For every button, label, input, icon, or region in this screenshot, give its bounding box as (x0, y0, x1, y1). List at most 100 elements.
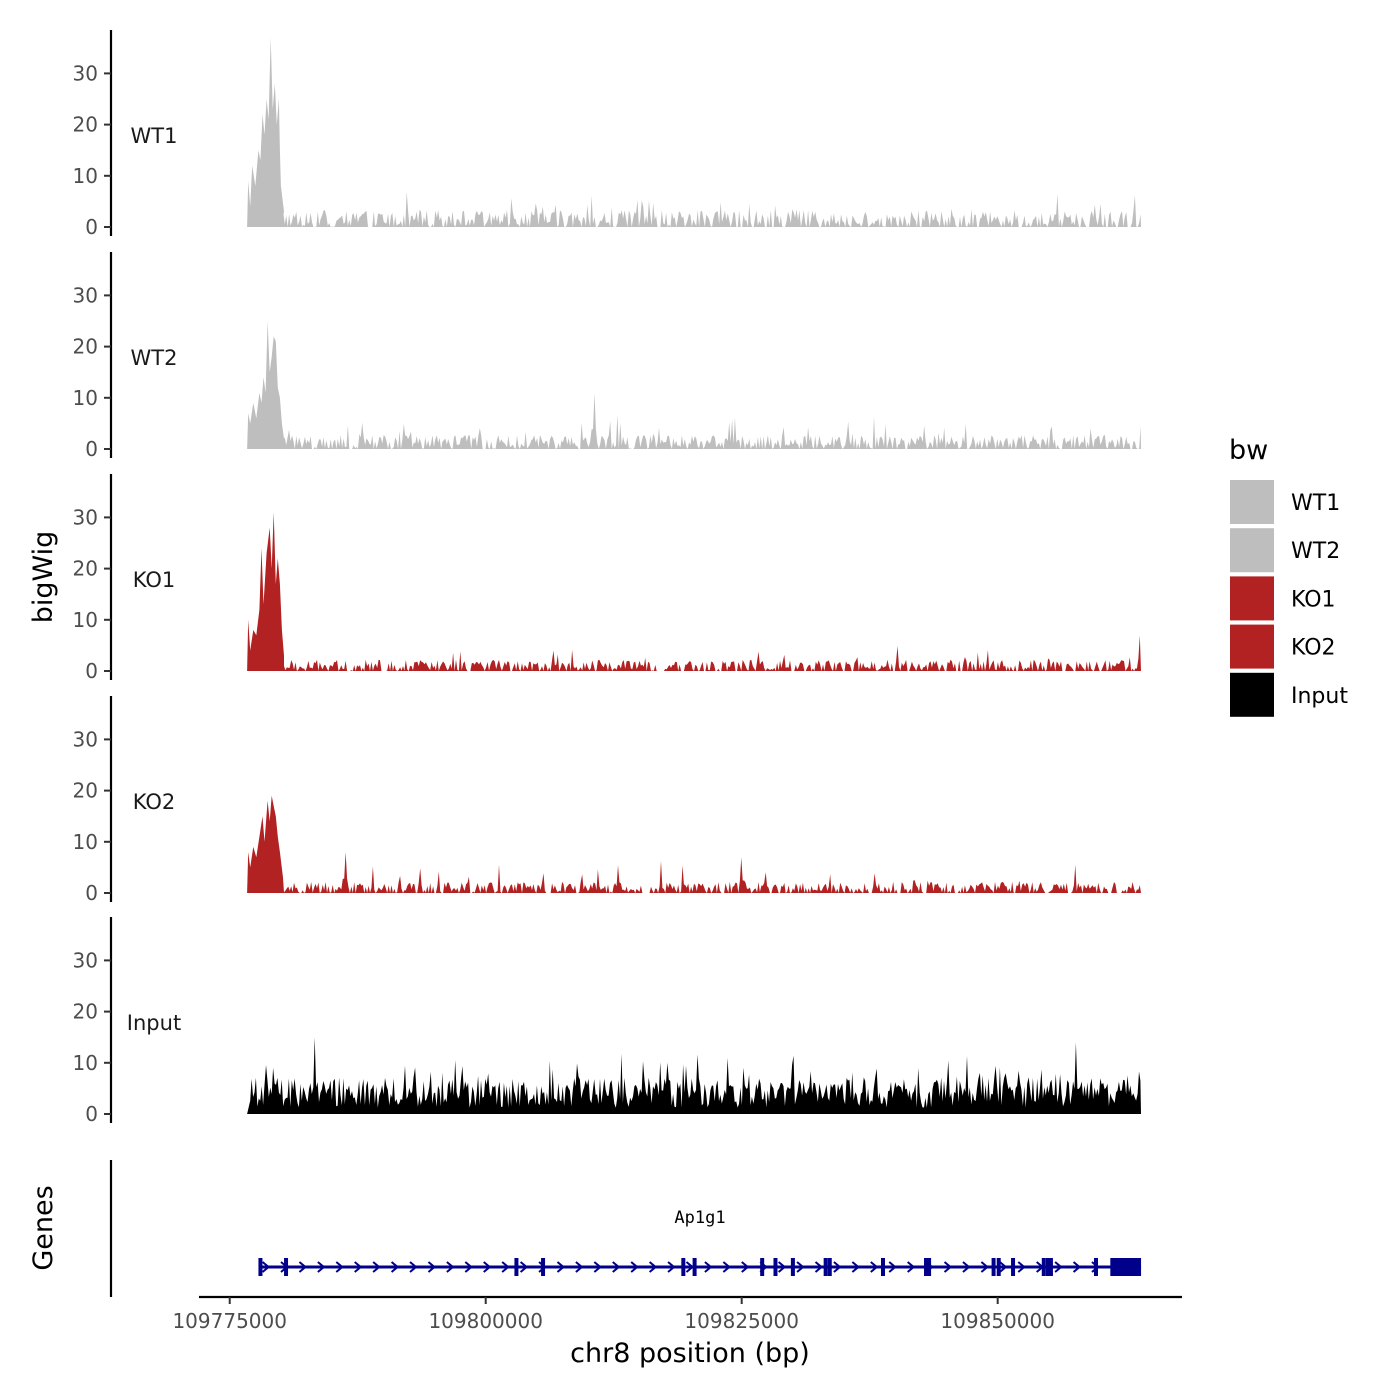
legend-entries: WT1 WT2 KO1 KO2 Input (1230, 480, 1348, 717)
gene-exon (760, 1258, 765, 1276)
y-tick-label: 0 (85, 1102, 98, 1126)
x-tick-label: 109800000 (428, 1309, 543, 1333)
signal-area-wt2 (247, 321, 1142, 449)
strand-arrow (630, 1261, 639, 1273)
strand-arrow (427, 1261, 437, 1273)
legend-swatch (1230, 672, 1274, 717)
strand-arrow (261, 1261, 271, 1273)
strand-arrow (777, 1261, 787, 1273)
strand-arrow (317, 1261, 326, 1273)
gene-exon (924, 1258, 929, 1276)
strand-arrow (575, 1261, 584, 1273)
strand-arrow (501, 1261, 510, 1273)
gene-exon (881, 1258, 886, 1276)
track-wt2: 0 10 20 30 WT2 (73, 252, 1142, 461)
track-ko2: 0 10 20 30 KO2 (73, 696, 1142, 905)
legend-swatch (1230, 528, 1274, 573)
strand-arrow (593, 1261, 602, 1273)
gene-exon (541, 1258, 546, 1276)
strand-arrow (704, 1261, 713, 1273)
legend-label: KO1 (1291, 587, 1336, 612)
gene-exon (996, 1258, 1001, 1276)
legend-label: Input (1291, 684, 1348, 709)
gene-exon (514, 1258, 519, 1276)
track-label: KO2 (133, 790, 176, 814)
gene-exon (773, 1258, 778, 1276)
gene-exon (827, 1258, 832, 1276)
x-tick-label: 109775000 (172, 1309, 287, 1333)
track-label: KO1 (133, 568, 176, 592)
legend-entry-ko2: KO2 (1230, 624, 1336, 669)
x-tick-label: 109825000 (684, 1309, 799, 1333)
legend-swatch (1230, 576, 1274, 621)
strand-arrow (741, 1261, 750, 1273)
y-tick-label: 30 (73, 61, 98, 85)
gene-exon (284, 1258, 289, 1276)
legend-entry-ko1: KO1 (1230, 576, 1336, 621)
gene-exon (681, 1258, 686, 1276)
signal-area-wt1 (247, 37, 1142, 227)
strand-arrow (1017, 1261, 1026, 1273)
y-tick-label: 0 (85, 659, 98, 683)
gene-exon (823, 1258, 828, 1276)
signal-area-ko1 (247, 512, 1142, 671)
gene-track-title: Genes (28, 1185, 59, 1270)
x-tick-label: 109850000 (940, 1309, 1055, 1333)
y-axis-title: bigWig (28, 531, 59, 624)
strand-arrow (962, 1261, 971, 1273)
y-tick-label: 20 (73, 779, 98, 803)
y-tick-label: 30 (73, 283, 98, 307)
strand-arrow (722, 1261, 731, 1273)
strand-arrow (556, 1261, 566, 1273)
y-tick-label: 10 (73, 164, 98, 188)
gene-exon (258, 1258, 263, 1276)
strand-arrow (372, 1261, 381, 1273)
y-tick-label: 10 (73, 830, 98, 854)
strand-arrow (999, 1261, 1008, 1273)
strand-arrow (390, 1261, 400, 1273)
strand-arrow (667, 1261, 676, 1273)
y-tick-label: 0 (85, 215, 98, 239)
gene-exon (1048, 1258, 1053, 1276)
y-tick-label: 30 (73, 948, 98, 972)
y-tick-label: 20 (73, 113, 98, 137)
gene-name-label: Ap1g1 (674, 1208, 725, 1228)
strand-arrow (298, 1261, 307, 1273)
legend-swatch (1230, 624, 1274, 669)
gene-track: Genes Ap1g1 (28, 1160, 1142, 1297)
strand-arrow (907, 1261, 916, 1273)
gene-exon (1011, 1258, 1016, 1276)
y-tick-label: 20 (73, 557, 98, 581)
strand-arrow (335, 1261, 344, 1273)
y-tick-label: 30 (73, 727, 98, 751)
strand-arrow (870, 1261, 879, 1273)
legend-title: bw (1229, 435, 1268, 466)
gene-utr-block (1110, 1258, 1142, 1276)
legend-swatch (1230, 480, 1274, 524)
strand-arrow (409, 1261, 418, 1273)
strand-arrow (833, 1261, 842, 1273)
x-axis: 109775000 109800000 109825000 109850000 chr… (172, 1295, 1182, 1369)
strand-arrow (888, 1261, 897, 1273)
gene-model (258, 1258, 1142, 1276)
y-tick-label: 10 (73, 1051, 98, 1075)
strand-arrow (943, 1261, 953, 1273)
signal-area-ko2 (247, 795, 1142, 893)
strand-arrow (980, 1261, 989, 1273)
strand-arrow (851, 1261, 860, 1273)
strand-arrow (1072, 1261, 1082, 1273)
track-label: WT2 (131, 346, 178, 370)
strand-arrow (796, 1261, 805, 1273)
legend-entry-wt2: WT2 (1230, 528, 1340, 573)
track-ko1: 0 10 20 30 KO1 (73, 474, 1142, 683)
legend-entry-wt1: WT1 (1230, 480, 1340, 524)
signal-tracks: 0 10 20 30 WT1 0 10 20 30 WT2 0 10 20 30 KO1 0 10 20 30 KO2… (73, 30, 1142, 1126)
gene-exon (991, 1258, 996, 1276)
gene-exon (1093, 1258, 1098, 1276)
legend-label: WT2 (1291, 539, 1340, 564)
gene-exon (692, 1258, 697, 1276)
strand-arrow (483, 1261, 492, 1273)
legend: bw WT1 WT2 KO1 KO2 Input (1229, 435, 1348, 717)
strand-arrow (685, 1261, 695, 1273)
x-ticks: 109775000 109800000 109825000 109850000 (172, 1297, 1055, 1333)
